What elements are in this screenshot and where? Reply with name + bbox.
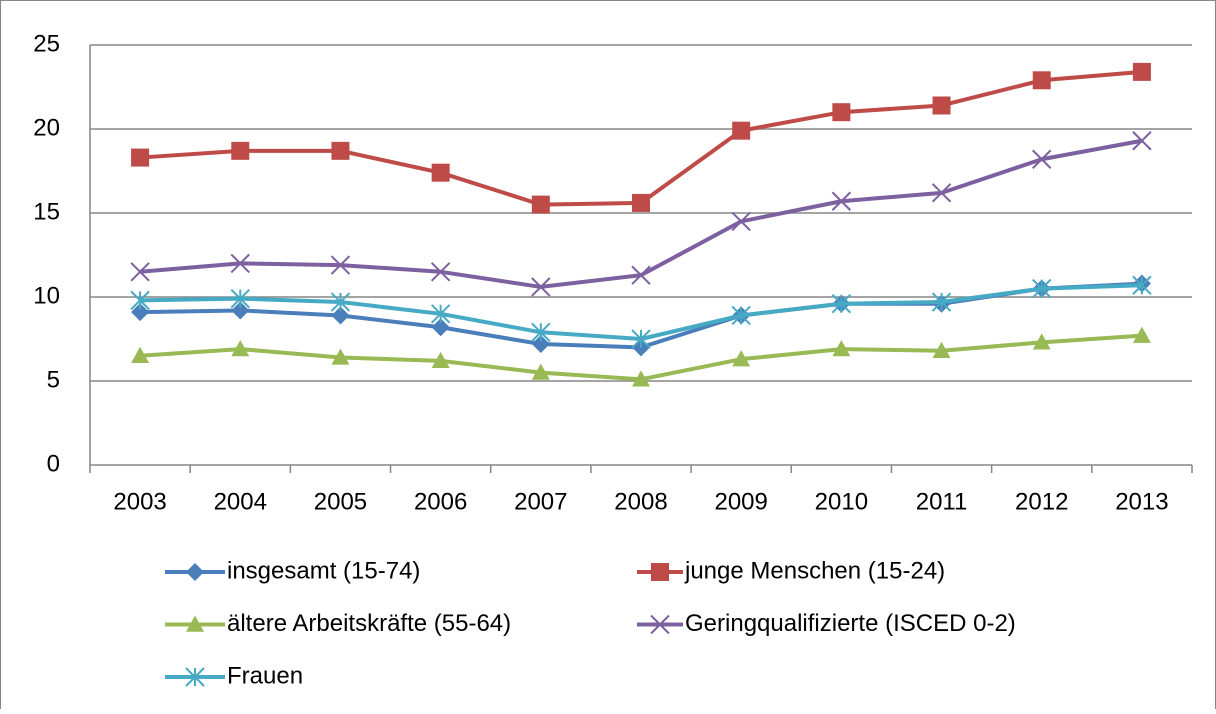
x-tick-label: 2003 — [113, 488, 166, 515]
marker — [932, 96, 951, 115]
marker — [1132, 131, 1152, 151]
marker — [230, 288, 250, 309]
x-tick-label: 2012 — [1015, 488, 1068, 515]
marker — [431, 351, 450, 369]
marker — [731, 305, 751, 326]
marker — [531, 335, 550, 354]
marker — [331, 306, 350, 325]
marker — [131, 346, 150, 363]
marker — [130, 290, 150, 311]
x-tick-label: 2004 — [214, 488, 267, 515]
marker — [631, 329, 651, 349]
y-tick-label: 5 — [47, 366, 60, 393]
marker — [732, 350, 751, 367]
marker — [231, 141, 250, 160]
legend-label: ältere Arbeitskräfte (55-64) — [227, 610, 511, 637]
marker — [231, 340, 250, 357]
marker — [431, 163, 450, 182]
marker — [430, 304, 451, 324]
marker — [731, 211, 751, 232]
marker — [632, 370, 650, 387]
marker — [531, 195, 550, 214]
marker — [131, 303, 150, 322]
marker — [186, 615, 204, 632]
marker — [330, 292, 351, 312]
marker — [831, 191, 852, 211]
x-tick-label: 2009 — [714, 488, 767, 515]
x-tick-label: 2005 — [314, 488, 367, 515]
x-tick-label: 2013 — [1115, 488, 1168, 515]
marker — [531, 277, 551, 297]
marker — [186, 563, 204, 581]
y-tick-label: 15 — [33, 198, 60, 225]
legend-label: Frauen — [227, 662, 303, 689]
marker — [330, 255, 351, 275]
marker — [1032, 333, 1051, 350]
marker — [1132, 326, 1151, 343]
marker — [831, 294, 852, 314]
y-tick-label: 25 — [33, 30, 60, 57]
legend-label: insgesamt (15-74) — [227, 557, 420, 584]
marker — [431, 318, 450, 337]
marker — [650, 614, 670, 635]
marker — [531, 363, 550, 380]
marker — [531, 322, 551, 342]
marker — [931, 183, 952, 203]
legend-label: junge Menschen (15-24) — [684, 557, 945, 584]
x-tick-label: 2011 — [916, 488, 968, 515]
marker — [1132, 62, 1151, 81]
marker — [832, 340, 851, 357]
marker — [932, 341, 951, 358]
x-tick-label: 2007 — [514, 488, 567, 515]
x-tick-label: 2008 — [614, 488, 667, 515]
y-tick-label: 0 — [47, 450, 60, 477]
marker — [230, 253, 250, 274]
marker — [331, 348, 350, 365]
marker — [651, 563, 669, 581]
marker — [732, 121, 751, 140]
marker — [1132, 275, 1152, 295]
marker — [632, 193, 650, 212]
marker — [931, 292, 952, 312]
legend-label: Geringqualifizierte (ISCED 0-2) — [685, 610, 1016, 637]
marker — [631, 265, 651, 285]
marker — [1032, 149, 1052, 169]
y-tick-label: 10 — [33, 282, 60, 309]
x-tick-label: 2010 — [815, 488, 868, 515]
marker — [130, 262, 150, 282]
x-tick-label: 2006 — [414, 488, 467, 515]
marker — [832, 103, 851, 122]
marker — [331, 141, 350, 160]
marker — [1032, 278, 1052, 299]
marker — [231, 301, 250, 320]
marker — [430, 262, 451, 282]
y-tick-label: 20 — [33, 114, 60, 141]
marker — [1032, 71, 1051, 90]
marker — [185, 667, 205, 687]
marker — [131, 148, 150, 167]
